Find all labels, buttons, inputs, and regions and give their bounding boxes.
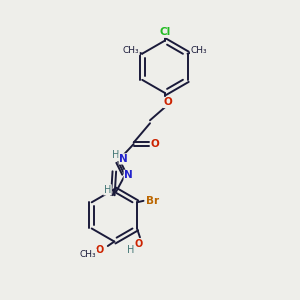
Text: H: H: [112, 150, 119, 160]
Text: O: O: [151, 139, 159, 149]
Text: CH₃: CH₃: [190, 46, 207, 55]
Text: CH₃: CH₃: [123, 46, 139, 55]
Text: O: O: [134, 239, 142, 249]
Text: H: H: [104, 185, 111, 195]
Text: O: O: [164, 98, 172, 107]
Text: Cl: Cl: [159, 27, 170, 37]
Text: Br: Br: [146, 196, 159, 206]
Text: CH₃: CH₃: [80, 250, 97, 259]
Text: O: O: [95, 245, 104, 255]
Text: N: N: [124, 170, 133, 180]
Text: N: N: [119, 154, 128, 164]
Text: H: H: [127, 245, 134, 255]
